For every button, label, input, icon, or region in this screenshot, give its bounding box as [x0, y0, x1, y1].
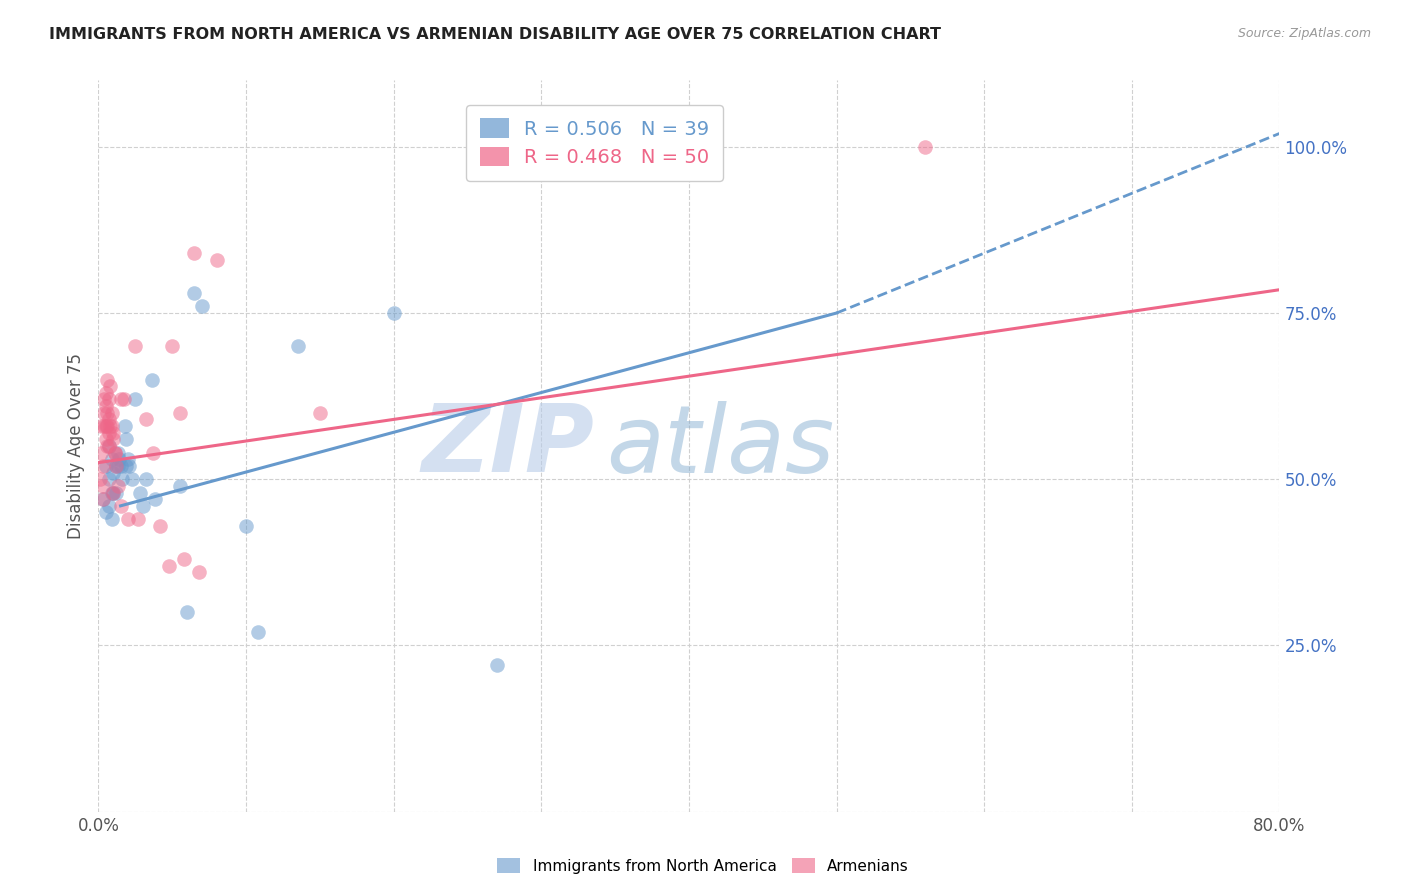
Point: [187, 566, 209, 580]
Point: [149, 518, 172, 533]
Point: [90, 419, 112, 434]
Text: atlas: atlas: [606, 401, 835, 491]
Point: [98, 379, 121, 393]
Point: [191, 299, 214, 313]
Point: [235, 518, 257, 533]
Point: [98, 419, 121, 434]
Point: [128, 485, 150, 500]
Point: [96, 372, 118, 386]
Point: [486, 658, 509, 673]
Text: Source: ZipAtlas.com: Source: ZipAtlas.com: [1237, 27, 1371, 40]
Point: [103, 485, 125, 500]
Point: [162, 339, 183, 353]
Point: [173, 552, 195, 566]
Point: [103, 485, 125, 500]
Point: [107, 445, 129, 459]
Point: [121, 472, 143, 486]
Point: [135, 472, 157, 486]
Point: [183, 246, 205, 260]
Point: [94, 385, 117, 400]
Point: [143, 492, 166, 507]
Point: [97, 439, 120, 453]
Point: [94, 458, 117, 473]
Point: [91, 479, 114, 493]
Point: [96, 439, 118, 453]
Point: [205, 252, 228, 267]
Point: [100, 419, 122, 434]
Point: [309, 406, 332, 420]
Point: [103, 433, 125, 447]
Text: IMMIGRANTS FROM NORTH AMERICA VS ARMENIAN DISABILITY AGE OVER 75 CORRELATION CHA: IMMIGRANTS FROM NORTH AMERICA VS ARMENIA…: [49, 27, 941, 42]
Point: [104, 445, 127, 459]
Point: [94, 419, 117, 434]
Point: [124, 392, 146, 407]
Point: [97, 472, 120, 486]
Point: [104, 445, 127, 459]
Point: [287, 339, 309, 353]
Point: [914, 140, 936, 154]
Point: [105, 458, 128, 473]
Point: [111, 472, 134, 486]
Point: [169, 406, 191, 420]
Point: [127, 512, 149, 526]
Point: [124, 339, 146, 353]
Point: [110, 499, 132, 513]
Point: [93, 392, 115, 407]
Point: [114, 419, 136, 434]
Point: [97, 499, 120, 513]
Point: [103, 425, 125, 440]
Point: [107, 458, 129, 473]
Point: [105, 485, 128, 500]
Point: [89, 472, 111, 486]
Point: [107, 479, 129, 493]
Point: [135, 412, 157, 426]
Y-axis label: Disability Age Over 75: Disability Age Over 75: [66, 353, 84, 539]
Point: [97, 425, 120, 440]
Point: [103, 466, 125, 480]
Point: [96, 406, 118, 420]
Point: [94, 433, 117, 447]
Point: [91, 492, 114, 507]
Point: [100, 512, 122, 526]
Point: [96, 419, 118, 434]
Point: [157, 558, 180, 573]
Point: [176, 605, 198, 619]
Point: [132, 499, 155, 513]
Point: [115, 458, 138, 473]
Legend: R = 0.506   N = 39, R = 0.468   N = 50: R = 0.506 N = 39, R = 0.468 N = 50: [465, 104, 723, 181]
Point: [169, 479, 191, 493]
Point: [100, 406, 122, 420]
Point: [117, 452, 139, 467]
Point: [141, 372, 163, 386]
Point: [118, 458, 141, 473]
Point: [112, 392, 135, 407]
Point: [108, 452, 131, 467]
Point: [382, 306, 405, 320]
Point: [91, 458, 114, 473]
Point: [93, 406, 115, 420]
Point: [91, 492, 114, 507]
Point: [110, 392, 132, 407]
Point: [110, 458, 132, 473]
Point: [97, 412, 120, 426]
Point: [183, 286, 205, 301]
Point: [105, 458, 128, 473]
Point: [90, 445, 112, 459]
Legend: Immigrants from North America, Armenians: Immigrants from North America, Armenians: [491, 852, 915, 880]
Text: ZIP: ZIP: [422, 400, 595, 492]
Point: [117, 512, 139, 526]
Point: [94, 399, 117, 413]
Point: [115, 433, 138, 447]
Point: [93, 419, 115, 434]
Point: [100, 452, 122, 467]
Point: [94, 506, 117, 520]
Point: [97, 439, 120, 453]
Point: [246, 625, 269, 640]
Point: [97, 392, 120, 407]
Point: [100, 485, 122, 500]
Point: [142, 445, 165, 459]
